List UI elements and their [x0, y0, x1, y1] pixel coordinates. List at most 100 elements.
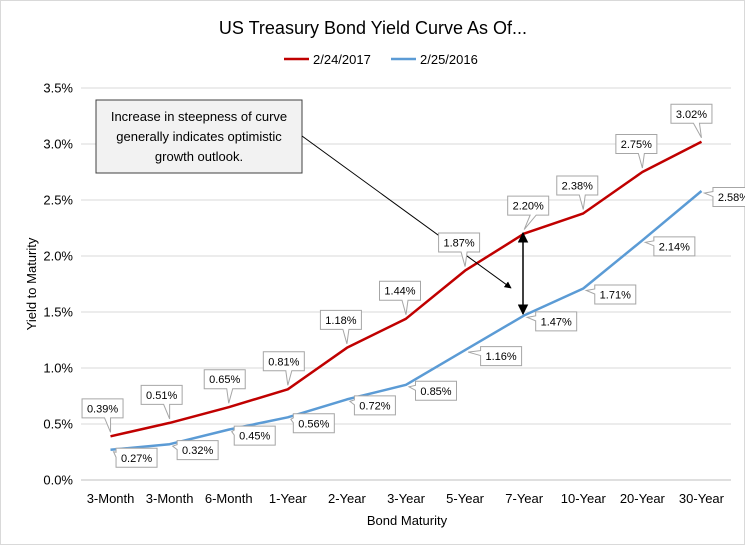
x-tick-label: 20-Year	[620, 491, 666, 506]
data-label-callout	[467, 346, 523, 367]
chart-title: US Treasury Bond Yield Curve As Of...	[219, 18, 527, 38]
data-label-callout	[670, 103, 713, 139]
data-label: 0.45%	[231, 425, 276, 446]
y-tick-label: 1.0%	[43, 361, 73, 376]
data-label: 2.38%	[556, 175, 599, 210]
data-label-callout	[615, 134, 658, 169]
data-label: 0.32%	[171, 440, 219, 461]
data-label-text: 2.75%	[621, 139, 652, 151]
data-label: 2.20%	[507, 195, 550, 230]
annotation-box	[95, 99, 303, 174]
data-label-text: 2.14%	[659, 241, 690, 253]
data-label: 0.27%	[112, 447, 158, 468]
data-label-callout	[438, 232, 481, 267]
data-label-text: 2.38%	[562, 180, 593, 192]
legend-label-2016: 2/25/2016	[420, 52, 478, 67]
data-label-text: 0.45%	[239, 431, 270, 443]
data-label: 2.14%	[643, 236, 696, 257]
data-label-callout	[348, 395, 396, 416]
data-label-text: 2.58%	[718, 192, 745, 204]
legend: 2/24/2017 2/25/2016	[284, 52, 478, 67]
data-label: 0.56%	[290, 413, 335, 434]
x-tick-label: 10-Year	[561, 491, 607, 506]
annotation-line-3: growth outlook.	[155, 149, 243, 164]
data-label-callout	[525, 311, 578, 332]
data-label-callout	[290, 413, 335, 434]
annotation: Increase in steepness of curve generally…	[95, 99, 529, 316]
data-label: 1.47%	[525, 311, 578, 332]
data-label-callout	[702, 187, 745, 208]
y-tick-label: 0.5%	[43, 417, 73, 432]
data-label: 2.58%	[702, 187, 745, 208]
legend-label-2017: 2/24/2017	[313, 52, 371, 67]
data-label-callout	[140, 384, 183, 420]
data-label-callout	[231, 425, 276, 446]
data-label-text: 0.85%	[420, 386, 451, 398]
series-line-1	[110, 190, 703, 452]
data-label-text: 1.16%	[485, 351, 516, 363]
x-tick-label: 2-Year	[328, 491, 366, 506]
data-label-callout	[171, 440, 219, 461]
x-tick-label: 7-Year	[505, 491, 543, 506]
data-label: 2.75%	[615, 134, 658, 169]
data-label-text: 0.65%	[209, 374, 240, 386]
y-tick-label: 0.0%	[43, 473, 73, 488]
data-label-text: 2.20%	[513, 201, 544, 213]
data-label-text: 0.27%	[121, 453, 152, 465]
series-lines	[110, 140, 703, 452]
x-axis-ticks: 3-Month 3-Month 6-Month 1-Year 2-Year 3-Year 5…	[87, 491, 725, 506]
data-label-callout	[556, 175, 599, 210]
data-label: 1.71%	[584, 284, 637, 305]
data-label-text: 0.51%	[146, 390, 177, 402]
data-label-text: 0.39%	[87, 403, 118, 415]
data-label-callout	[112, 447, 158, 468]
annotation-line-1: Increase in steepness of curve	[111, 109, 287, 124]
x-axis-title: Bond Maturity	[367, 513, 448, 528]
data-label-text: 1.47%	[541, 316, 572, 328]
annotation-pointer-arrow	[301, 135, 512, 289]
x-tick-label: 3-Year	[387, 491, 425, 506]
x-tick-label: 5-Year	[446, 491, 484, 506]
data-label: 0.81%	[262, 351, 305, 386]
data-label-text: 0.72%	[359, 400, 390, 412]
series-line-0	[110, 140, 703, 438]
data-label-callout	[407, 380, 457, 401]
y-tick-label: 3.5%	[43, 81, 73, 96]
y-axis-ticks: 0.0% 0.5% 1.0% 1.5% 2.0% 2.5% 3.0% 3.5%	[43, 81, 73, 488]
data-label-callout	[203, 369, 246, 404]
data-label: 1.16%	[467, 346, 523, 367]
data-label-callout	[262, 351, 305, 386]
data-label: 1.44%	[379, 280, 421, 315]
x-tick-label: 6-Month	[205, 491, 253, 506]
data-label-text: 1.87%	[443, 238, 474, 250]
data-label: 0.65%	[203, 369, 246, 404]
data-label: 0.72%	[348, 395, 396, 416]
data-label-text: 3.02%	[676, 109, 707, 121]
x-tick-label: 3-Month	[87, 491, 135, 506]
data-label-callout	[584, 284, 637, 305]
y-tick-label: 1.5%	[43, 305, 73, 320]
data-label-callout	[507, 195, 550, 230]
data-label-callout	[81, 398, 124, 433]
data-label-callout	[643, 236, 696, 257]
data-label: 1.87%	[438, 232, 481, 267]
x-tick-label: 3-Month	[146, 491, 194, 506]
data-label-text: 0.32%	[182, 445, 213, 457]
data-label-callout	[379, 280, 421, 315]
data-label: 0.85%	[407, 380, 457, 401]
data-label-text: 1.44%	[384, 286, 415, 298]
data-label-callout	[319, 309, 362, 344]
data-label: 0.51%	[140, 384, 183, 420]
data-label-text: 0.56%	[298, 418, 329, 430]
data-label-text: 0.81%	[268, 356, 299, 368]
data-label-text: 1.18%	[325, 315, 356, 327]
data-label-text: 1.71%	[600, 289, 631, 301]
x-tick-label: 1-Year	[269, 491, 307, 506]
y-tick-label: 2.5%	[43, 193, 73, 208]
annotation-line-2: generally indicates optimistic	[116, 129, 282, 144]
data-label: 0.39%	[81, 398, 124, 433]
data-label: 3.02%	[670, 103, 713, 139]
y-tick-label: 3.0%	[43, 137, 73, 152]
x-tick-label: 30-Year	[679, 491, 725, 506]
